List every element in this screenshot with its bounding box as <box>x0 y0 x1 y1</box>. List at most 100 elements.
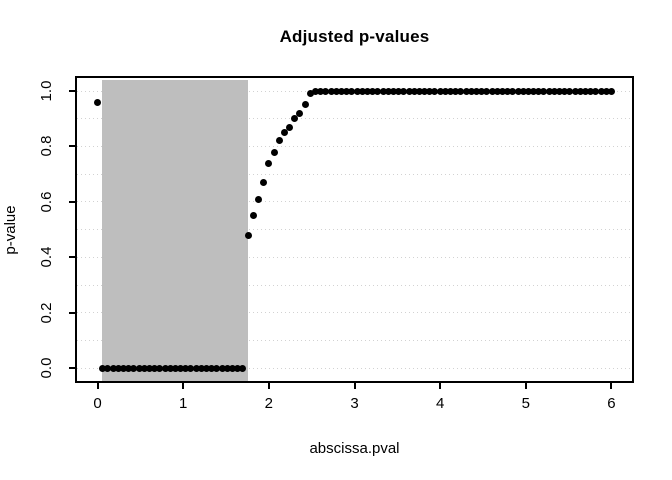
data-point <box>410 87 418 95</box>
data-point <box>203 364 211 372</box>
data-point <box>120 364 127 372</box>
y-axis-tick <box>69 311 76 314</box>
data-point <box>249 212 257 220</box>
data-point <box>379 87 387 95</box>
data-point <box>234 364 242 372</box>
data-point <box>478 87 486 95</box>
data-point <box>524 87 532 95</box>
data-point <box>405 87 413 95</box>
data-point <box>472 87 480 95</box>
y-gridline <box>77 312 632 314</box>
x-axis-tick <box>267 382 270 389</box>
y-axis-tick <box>69 200 76 203</box>
data-point <box>431 87 439 95</box>
x-axis-tick <box>610 382 613 389</box>
data-point <box>130 364 138 372</box>
x-axis-tick-label: 4 <box>435 395 445 412</box>
y-axis-tick-label: 0.8 <box>38 136 55 157</box>
y-gridline <box>77 284 632 286</box>
data-point <box>291 115 299 123</box>
data-point <box>145 364 153 372</box>
data-point <box>369 87 377 95</box>
data-point <box>301 101 309 109</box>
y-axis-tick <box>69 256 76 259</box>
x-axis-tick-label: 2 <box>264 395 274 412</box>
data-point <box>99 364 107 372</box>
data-point <box>530 87 538 95</box>
x-axis-title: abscissa.pval <box>309 440 400 457</box>
y-gridline <box>77 367 632 369</box>
y-axis-tick-label: 0.6 <box>38 191 55 213</box>
data-point <box>462 87 470 95</box>
data-point <box>597 87 605 95</box>
data-point <box>415 87 423 95</box>
data-point <box>447 87 455 95</box>
data-point <box>363 87 371 95</box>
data-point <box>426 87 434 95</box>
data-point <box>270 148 278 156</box>
data-point <box>104 364 112 372</box>
x-axis-tick-label: 0 <box>93 395 102 412</box>
data-point <box>493 87 501 95</box>
shaded-region <box>102 79 249 383</box>
data-point <box>260 179 268 186</box>
data-point <box>140 364 148 372</box>
data-point <box>576 87 584 95</box>
data-point <box>338 87 346 95</box>
data-point <box>348 87 356 95</box>
data-point <box>457 87 465 95</box>
data-point <box>436 87 444 95</box>
data-point <box>156 364 164 372</box>
data-point <box>197 364 205 372</box>
data-point <box>535 87 543 95</box>
data-point <box>561 87 569 95</box>
data-point <box>151 364 159 372</box>
data-point <box>374 87 382 95</box>
y-gridline <box>77 145 632 147</box>
y-axis-tick <box>69 367 76 370</box>
data-point <box>441 87 449 95</box>
y-axis-title: p-value <box>2 205 19 255</box>
chart-title: Adjusted p-values <box>279 27 430 46</box>
data-point <box>343 87 351 95</box>
y-axis-tick <box>69 145 76 148</box>
data-point <box>187 364 195 372</box>
y-axis-tick-label: 0.0 <box>38 357 55 379</box>
x-axis-tick <box>524 382 527 389</box>
data-point <box>587 87 595 95</box>
data-point <box>229 364 237 372</box>
data-point <box>400 87 408 95</box>
data-point <box>545 87 553 95</box>
data-point <box>265 159 273 167</box>
data-point <box>504 87 512 95</box>
y-gridline <box>77 173 632 175</box>
plot-area <box>77 78 632 383</box>
x-axis-tick-label: 6 <box>607 395 616 412</box>
data-point <box>244 231 252 239</box>
y-gridline <box>77 229 632 231</box>
data-point <box>109 364 117 372</box>
data-point <box>166 364 174 372</box>
data-point <box>125 364 133 372</box>
data-point <box>327 87 335 95</box>
data-point <box>571 87 579 95</box>
data-point <box>171 364 179 372</box>
data-point <box>581 87 589 95</box>
data-point <box>213 364 221 372</box>
data-point <box>218 364 226 372</box>
data-point <box>286 123 294 131</box>
x-axis-tick-label: 5 <box>521 395 530 412</box>
data-point <box>317 87 325 95</box>
data-point <box>498 87 506 95</box>
x-axis-tick-label: 3 <box>350 395 359 412</box>
x-axis-tick <box>353 382 356 389</box>
data-point <box>566 87 574 95</box>
data-point <box>312 87 320 95</box>
data-point <box>488 87 496 95</box>
data-point <box>239 364 247 372</box>
data-point <box>353 87 361 95</box>
x-axis-tick <box>96 382 99 389</box>
data-point <box>275 137 283 145</box>
data-point <box>519 87 527 95</box>
